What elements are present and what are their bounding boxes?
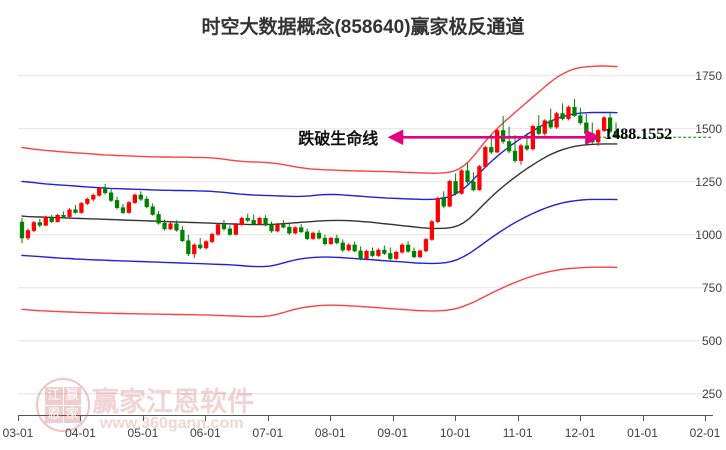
y-axis-tick-label: 1000	[695, 227, 722, 242]
x-axis-tick	[392, 415, 394, 421]
annotation-lifeline-label: 跌破生命线	[298, 131, 379, 149]
y-axis-tick-label: 1750	[695, 68, 722, 83]
y-axis-tick-label: 1500	[695, 121, 722, 136]
y-axis-tick-label: 250	[701, 386, 722, 401]
gridlines	[18, 75, 713, 395]
chart-plot-area	[18, 44, 713, 415]
x-axis-tick-label: 03-01	[2, 426, 34, 440]
chart-svg	[18, 65, 713, 395]
x-axis-tick	[80, 415, 82, 421]
x-axis-tick-label: 05-01	[127, 426, 159, 440]
y-axis-tick-label: 750	[701, 280, 722, 295]
x-axis-tick-label: 01-01	[627, 426, 658, 440]
x-axis-tick	[330, 415, 332, 421]
x-axis-tick-label: 08-01	[314, 426, 346, 440]
page-title: 时空大数据概念(858640)赢家极反通道	[201, 17, 525, 38]
x-axis-tick-label: 11-01	[502, 426, 533, 440]
x-axis-tick	[580, 415, 582, 421]
last-price-label: 1488.1552	[604, 126, 673, 144]
y-axis-tick-label: 1250	[695, 174, 722, 189]
x-axis-tick-label: 07-01	[252, 426, 284, 440]
x-axis-line	[18, 415, 713, 416]
x-axis-tick	[267, 415, 269, 421]
x-axis-tick	[18, 415, 19, 421]
x-axis-tick	[642, 415, 644, 421]
x-axis-tick	[455, 415, 457, 421]
x-axis-tick-label: 02-01	[689, 426, 721, 440]
x-axis-tick	[205, 415, 207, 421]
x-axis-tick-label: 04-01	[65, 426, 96, 440]
x-axis-tick-label: 09-01	[377, 426, 409, 440]
watermark-url-text: www.360gann.com	[100, 415, 244, 432]
y-axis-tick-label: 500	[701, 333, 722, 348]
x-axis-tick-label: 06-01	[190, 426, 221, 440]
x-axis-tick	[517, 415, 519, 421]
x-axis-tick	[142, 415, 144, 421]
x-axis-tick	[705, 415, 706, 421]
x-axis-tick-label: 10-01	[439, 426, 471, 440]
candlestick-series	[19, 99, 619, 261]
x-axis-tick-label: 12-01	[564, 426, 596, 440]
